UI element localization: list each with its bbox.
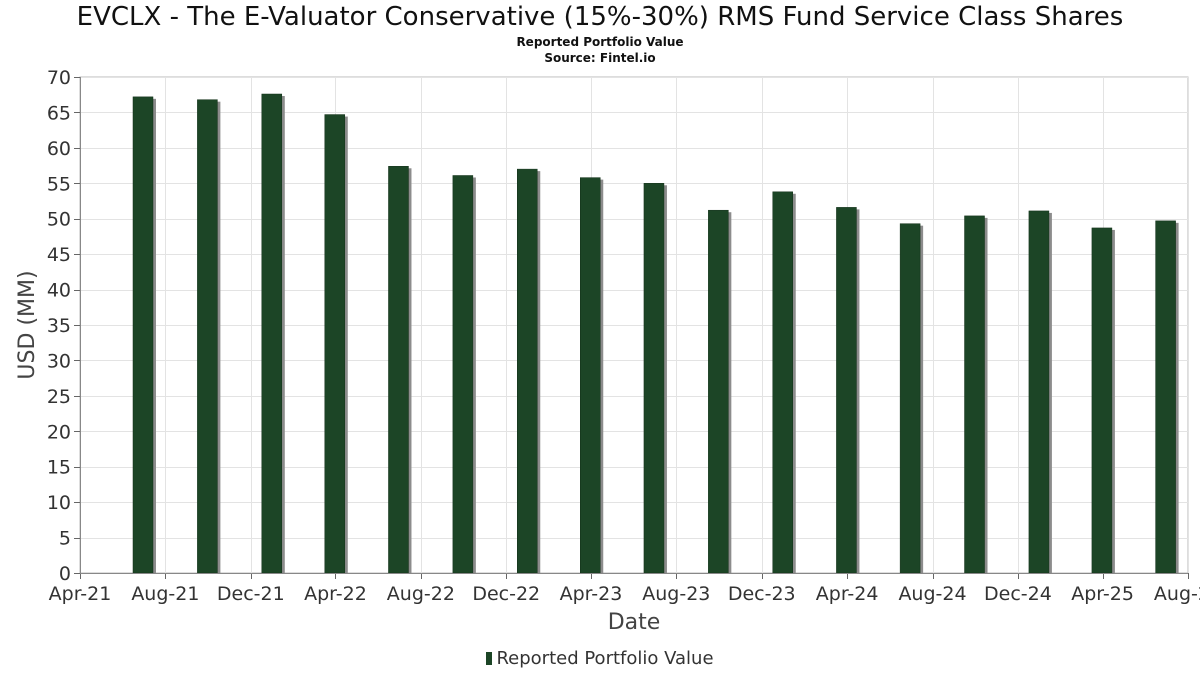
- y-tick-label: 55: [47, 173, 71, 195]
- chart-source: Source: Fintel.io: [544, 51, 656, 65]
- bar: [643, 183, 665, 574]
- x-tick-label: Aug-23: [642, 583, 710, 605]
- bar: [1091, 227, 1113, 574]
- bar: [772, 191, 793, 574]
- x-tick-label: Aug-25: [1154, 583, 1200, 605]
- legend: Reported Portfolio Value: [0, 648, 1200, 669]
- x-tick-label: Aug-24: [898, 583, 966, 605]
- x-tick-label: Apr-25: [1071, 583, 1134, 605]
- y-tick-label: 20: [47, 421, 71, 443]
- x-tick-label: Apr-23: [560, 583, 623, 605]
- x-tick-label: Dec-24: [984, 583, 1052, 605]
- x-tick-label: Aug-21: [131, 583, 199, 605]
- tick-labels: 0 5 10 15 20 25 30 35 40 45 50 55 60 65 70 Apr-21 Aug-21…: [15, 67, 1200, 635]
- y-tick-label: 5: [59, 528, 71, 550]
- y-tick-label: 35: [47, 315, 71, 337]
- y-tick-label: 65: [47, 102, 71, 124]
- bar: [580, 177, 601, 574]
- legend-swatch: [486, 652, 493, 665]
- y-tick-label: 30: [47, 350, 71, 372]
- bar: [1028, 210, 1050, 574]
- grid-lines: [79, 76, 1189, 574]
- bars: [132, 93, 1179, 574]
- y-tick-label: 70: [47, 67, 71, 89]
- y-tick-label: 15: [47, 457, 71, 479]
- bar: [708, 209, 729, 574]
- chart-title: EVCLX - The E-Valuator Conservative (15%…: [76, 2, 1124, 32]
- bar: [132, 96, 154, 574]
- bar: [1155, 220, 1176, 574]
- y-tick-label: 40: [47, 280, 71, 302]
- x-tick-label: Apr-21: [49, 583, 112, 605]
- bar: [836, 207, 857, 574]
- x-tick-label: Apr-24: [816, 583, 879, 605]
- chart-subtitle: Reported Portfolio Value: [516, 35, 684, 49]
- bar: [517, 168, 538, 574]
- bar: [197, 99, 218, 574]
- bar: [964, 215, 985, 574]
- y-axis-title: USD (MM): [15, 270, 40, 379]
- y-tick-label: 25: [47, 386, 71, 408]
- x-tick-label: Dec-21: [217, 583, 285, 605]
- y-tick-label: 45: [47, 244, 71, 266]
- y-tick-label: 60: [47, 138, 71, 160]
- bar: [324, 114, 346, 574]
- legend-label: Reported Portfolio Value: [496, 648, 714, 669]
- bar: [452, 175, 474, 574]
- x-tick-label: Dec-23: [728, 583, 796, 605]
- bar: [899, 223, 921, 574]
- y-tick-label: 0: [59, 563, 71, 585]
- bar: [388, 166, 409, 574]
- bar: [261, 93, 283, 574]
- x-tick-label: Apr-22: [304, 583, 367, 605]
- y-tick-label: 50: [47, 209, 71, 231]
- y-tick-label: 10: [47, 492, 71, 514]
- axes: [74, 77, 1189, 579]
- x-tick-label: Dec-22: [472, 583, 540, 605]
- x-tick-label: Aug-22: [387, 583, 455, 605]
- x-axis-title: Date: [608, 610, 661, 635]
